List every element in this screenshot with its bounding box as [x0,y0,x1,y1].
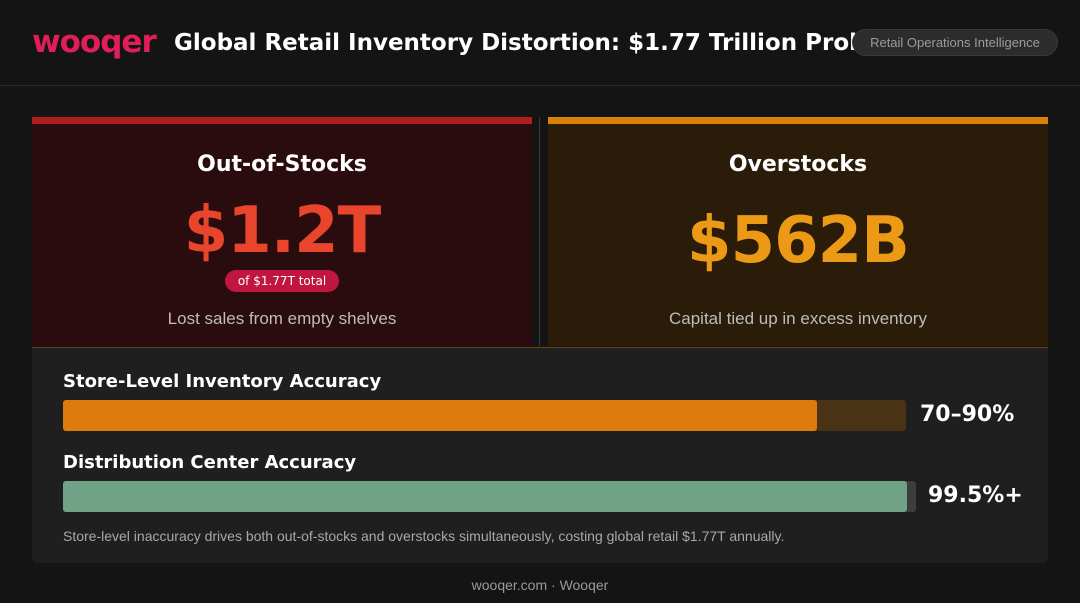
overstocks-value: $562B [687,204,910,278]
store-accuracy-bar [63,400,817,431]
dc-accuracy-bar [63,481,908,512]
dc-accuracy-value: 99.5%+ [928,483,1023,508]
overstocks-title: Overstocks [728,152,868,177]
summary-note: Store-level inaccuracy drives both out-o… [63,528,785,544]
panel-divider [539,117,540,346]
store-accuracy-track [63,400,906,431]
out-of-stocks-subtitle: Lost sales from empty shelves [167,309,397,328]
category-badge: Retail Operations Intelligence [852,29,1058,56]
total-share-pill: of $1.77T total [225,270,339,292]
dc-accuracy-track [63,481,916,512]
out-of-stocks-title: Out-of-Stocks [197,152,367,177]
store-accuracy-value: 70–90% [920,402,1015,427]
store-accuracy-label: Store-Level Inventory Accuracy [63,371,382,392]
wooqer-logo[interactable]: wooqer [32,24,157,60]
page-title: Global Retail Inventory Distortion: $1.7… [174,30,914,56]
footer-credit: wooqer.com · Wooqer [471,577,609,593]
overstocks-panel: Overstocks $562B Capital tied up in exce… [548,117,1048,346]
accuracy-panel: Store-Level Inventory Accuracy 70–90% Di… [32,347,1048,563]
dc-accuracy-label: Distribution Center Accuracy [63,452,357,473]
out-of-stocks-value: $1.2T [183,194,382,268]
out-of-stocks-panel: Out-of-Stocks $1.2T of $1.77T total Lost… [32,117,532,346]
header: wooqer Global Retail Inventory Distortio… [0,0,1080,86]
overstocks-subtitle: Capital tied up in excess inventory [669,309,927,328]
